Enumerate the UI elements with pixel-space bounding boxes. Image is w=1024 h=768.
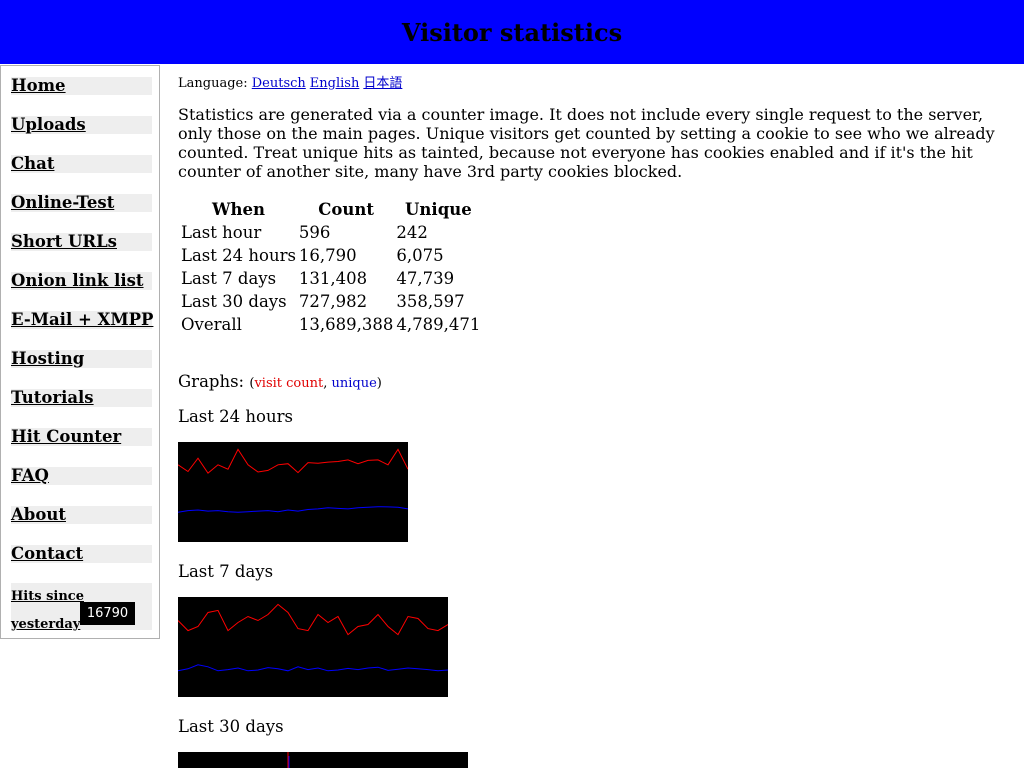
table-header-row: When Count Unique bbox=[181, 199, 480, 220]
hit-counter-box: Hits since yesterday 16790 bbox=[11, 583, 152, 632]
table-cell: 242 bbox=[396, 223, 428, 242]
page-title: Visitor statistics bbox=[401, 17, 623, 47]
sidebar-item-tutorials[interactable]: Tutorials bbox=[11, 388, 152, 407]
column-header-when: When bbox=[211, 200, 265, 219]
sidebar-item-about[interactable]: About bbox=[11, 505, 152, 524]
table-cell: 596 bbox=[298, 223, 331, 242]
sidebar-item-contact[interactable]: Contact bbox=[11, 544, 152, 563]
graphs-heading: Graphs: (visit count, unique) bbox=[178, 372, 382, 391]
sidebar-item-hit-counter[interactable]: Hit Counter bbox=[11, 427, 152, 446]
table-cell: 4,789,471 bbox=[396, 315, 481, 334]
table-row: Last hour 596 242 bbox=[181, 222, 480, 243]
graph-7d bbox=[178, 597, 448, 697]
sidebar-item-label[interactable]: Uploads bbox=[11, 115, 86, 134]
language-label: Language: bbox=[178, 76, 248, 91]
table-row: Last 7 days 131,408 47,739 bbox=[181, 268, 480, 289]
graph-24h bbox=[178, 442, 408, 542]
table-cell: 16,790 bbox=[298, 246, 357, 265]
sidebar-item-uploads[interactable]: Uploads bbox=[11, 115, 152, 134]
sidebar-item-label[interactable]: FAQ bbox=[11, 466, 49, 485]
sidebar-nav: Home Uploads Chat Online-Test Short URLs… bbox=[0, 65, 160, 639]
sidebar-item-label[interactable]: E-Mail + XMPP bbox=[11, 310, 154, 329]
table-cell: 358,597 bbox=[396, 292, 465, 311]
sidebar-item-home[interactable]: Home bbox=[11, 76, 152, 95]
language-selector: Language: Deutsch English 日本語 bbox=[178, 72, 406, 91]
table-cell: 727,982 bbox=[298, 292, 368, 311]
sidebar-item-label[interactable]: Hosting bbox=[11, 349, 85, 368]
hit-counter-badge: 16790 bbox=[80, 602, 135, 625]
table-row: Last 30 days 727,982 358,597 bbox=[181, 291, 480, 312]
table-cell: Last 30 days bbox=[181, 292, 287, 311]
table-cell: Overall bbox=[181, 315, 242, 334]
graph-title-7d: Last 7 days bbox=[178, 562, 274, 581]
sidebar-item-label[interactable]: Short URLs bbox=[11, 232, 117, 251]
sidebar-item-label[interactable]: Hit Counter bbox=[11, 427, 122, 446]
column-header-count: Count bbox=[318, 200, 375, 219]
table-cell: Last 24 hours bbox=[181, 246, 296, 265]
language-link-deutsch[interactable]: Deutsch bbox=[251, 76, 306, 91]
sidebar-item-label[interactable]: Chat bbox=[11, 154, 55, 173]
sidebar-item-chat[interactable]: Chat bbox=[11, 154, 152, 173]
table-cell: 6,075 bbox=[396, 246, 444, 265]
graph-30d bbox=[178, 752, 468, 768]
sidebar-item-onion-link-list[interactable]: Onion link list bbox=[11, 271, 152, 290]
sidebar-item-email-xmpp[interactable]: E-Mail + XMPP bbox=[11, 310, 154, 329]
sidebar-item-faq[interactable]: FAQ bbox=[11, 466, 152, 485]
table-cell: 131,408 bbox=[298, 269, 368, 288]
unique-line bbox=[178, 664, 448, 672]
intro-paragraph: Statistics are generated via a counter i… bbox=[178, 105, 995, 181]
graph-title-24h: Last 24 hours bbox=[178, 407, 293, 426]
legend-separator: , bbox=[323, 376, 332, 391]
legend-unique: unique bbox=[331, 376, 377, 391]
visit-count-line bbox=[178, 448, 408, 474]
sidebar-item-hosting[interactable]: Hosting bbox=[11, 349, 152, 368]
language-link-japanese[interactable]: 日本語 bbox=[363, 76, 403, 91]
table-cell: Last 7 days bbox=[181, 269, 277, 288]
graphs-label: Graphs: bbox=[178, 372, 245, 391]
legend-close: ) bbox=[376, 376, 382, 391]
column-header-unique: Unique bbox=[405, 200, 472, 219]
table-cell: 47,739 bbox=[396, 269, 455, 288]
sidebar-item-label[interactable]: Onion link list bbox=[11, 271, 144, 290]
stats-table: When Count Unique Last hour 596 242 Last… bbox=[178, 197, 483, 337]
legend-visit-count: visit count bbox=[254, 376, 324, 391]
graphs-legend: (visit count, unique) bbox=[249, 376, 381, 391]
legend-open: ( bbox=[249, 376, 255, 391]
table-row: Last 24 hours 16,790 6,075 bbox=[181, 245, 480, 266]
sidebar-item-short-urls[interactable]: Short URLs bbox=[11, 232, 152, 251]
sidebar-item-label[interactable]: Home bbox=[11, 76, 66, 95]
unique-line bbox=[178, 506, 408, 513]
site-header: Visitor statistics bbox=[0, 0, 1024, 64]
table-row: Overall 13,689,388 4,789,471 bbox=[181, 314, 480, 335]
sidebar-item-label[interactable]: About bbox=[11, 505, 66, 524]
table-cell: Last hour bbox=[181, 223, 262, 242]
visit-count-line bbox=[178, 603, 448, 636]
graph-title-30d: Last 30 days bbox=[178, 717, 284, 736]
sidebar-item-label[interactable]: Online-Test bbox=[11, 193, 115, 212]
sidebar-item-online-test[interactable]: Online-Test bbox=[11, 193, 152, 212]
hits-since-yesterday-link[interactable]: Hits since yesterday bbox=[11, 589, 84, 632]
sidebar-item-label[interactable]: Contact bbox=[11, 544, 84, 563]
sidebar-item-label[interactable]: Tutorials bbox=[11, 388, 94, 407]
table-cell: 13,689,388 bbox=[298, 315, 394, 334]
language-link-english[interactable]: English bbox=[309, 76, 360, 91]
